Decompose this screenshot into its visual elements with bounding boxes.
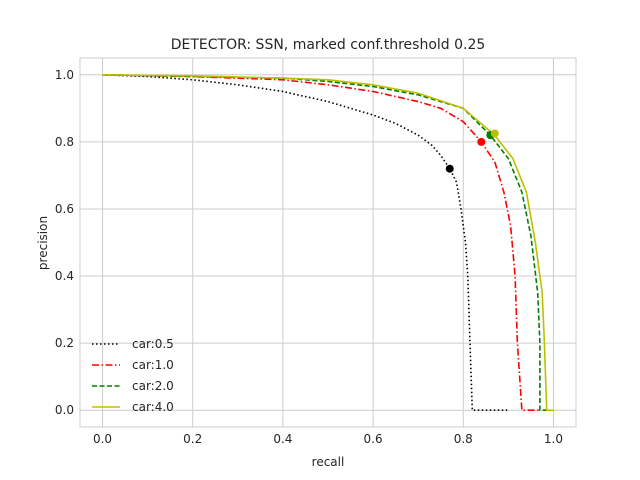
series-line-car-0-5 xyxy=(102,74,509,412)
y-tick-labels: 0.0 0.2 0.4 0.6 0.8 1.0 xyxy=(55,68,74,417)
legend-label: car:2.0 xyxy=(132,379,174,393)
x-tick-label: 1.0 xyxy=(544,432,563,446)
threshold-marker-car-4-0 xyxy=(490,129,499,138)
legend-label: car:1.0 xyxy=(132,358,174,372)
legend: car:0.5 car:1.0 car:2.0 car:4.0 xyxy=(92,337,174,414)
y-tick-label: 0.8 xyxy=(55,135,74,149)
threshold-marker-car-0-5 xyxy=(445,164,454,173)
marker-layer xyxy=(445,129,499,173)
x-tick-label: 0.2 xyxy=(183,432,202,446)
x-tick-label: 0.8 xyxy=(454,432,473,446)
threshold-marker-car-1-0 xyxy=(477,137,486,146)
y-tick-label: 1.0 xyxy=(55,68,74,82)
y-tick-label: 0.4 xyxy=(55,269,74,283)
chart-title: DETECTOR: SSN, marked conf.threshold 0.2… xyxy=(171,37,486,53)
legend-label: car:0.5 xyxy=(132,337,174,351)
y-axis-label: precision xyxy=(36,216,50,270)
series-line-car-1-0 xyxy=(102,74,540,412)
x-tick-label: 0.0 xyxy=(93,432,112,446)
y-tick-label: 0.2 xyxy=(55,336,74,350)
y-tick-label: 0.0 xyxy=(55,403,74,417)
legend-label: car:4.0 xyxy=(132,400,174,414)
x-tick-label: 0.4 xyxy=(273,432,292,446)
y-tick-label: 0.6 xyxy=(55,202,74,216)
plot-frame xyxy=(79,57,577,428)
x-axis-label: recall xyxy=(312,455,345,469)
x-tick-labels: 0.0 0.2 0.4 0.6 0.8 1.0 xyxy=(93,432,563,446)
x-tick-label: 0.6 xyxy=(364,432,383,446)
